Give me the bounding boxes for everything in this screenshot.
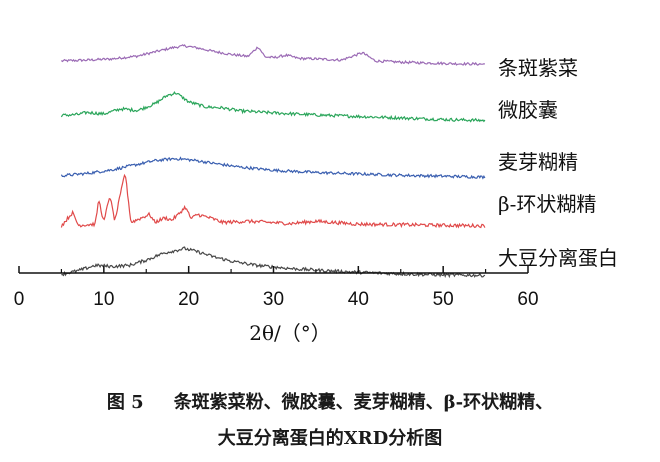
- caption-text-1: 条斑紫菜粉、微胶囊、麦芽糊精、β-环状糊精、: [173, 392, 554, 413]
- x-axis-ticks: 0 10 20 30 40 50 60: [14, 266, 539, 310]
- x-axis-title: 2θ/（°）: [249, 321, 331, 345]
- x-tick-label: 50: [433, 289, 454, 310]
- series-traces: [60, 44, 486, 279]
- x-tick-label: 30: [263, 289, 284, 310]
- x-tick-label: 0: [14, 289, 25, 310]
- series-label: β-环状糊精: [498, 192, 596, 216]
- figure-caption-line-1: 图 5 条斑紫菜粉、微胶囊、麦芽糊精、β-环状糊精、: [0, 388, 660, 414]
- caption-text-2: 大豆分离蛋白的XRD分析图: [217, 428, 443, 449]
- series-trace: [60, 173, 486, 229]
- x-tick-label: 40: [348, 289, 369, 310]
- figure-number: 图 5: [106, 392, 144, 413]
- series-label: 微胶囊: [498, 98, 558, 122]
- series-label: 大豆分离蛋白: [498, 246, 618, 270]
- series-label: 条斑紫菜: [498, 56, 578, 80]
- figure-caption-line-2: 大豆分离蛋白的XRD分析图: [0, 424, 660, 450]
- series-label: 麦芽糊精: [498, 150, 578, 174]
- series-trace: [60, 91, 486, 123]
- x-tick-label: 60: [517, 289, 538, 310]
- x-tick-label: 20: [178, 289, 199, 310]
- x-tick-label: 10: [93, 289, 114, 310]
- series-trace: [60, 44, 486, 66]
- series-trace: [60, 156, 486, 180]
